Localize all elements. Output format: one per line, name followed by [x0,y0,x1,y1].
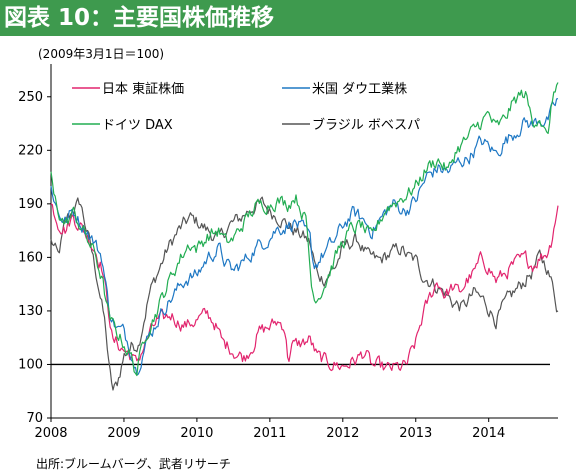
x-tick-label: 2013 [399,426,432,441]
series-line [50,82,559,377]
y-tick-label: 190 [18,197,43,212]
x-tick-label: 2012 [326,426,359,441]
legend-label: ブラジル ボベスパ [312,117,420,133]
y-tick-label: 100 [18,357,43,372]
chart-title: 図表 10：主要国株価推移 [0,0,576,36]
x-tick-label: 2008 [34,426,67,441]
series-line [50,203,559,372]
y-tick-label: 130 [18,304,43,319]
x-tick-label: 2009 [107,426,140,441]
y-tick-label: 160 [18,250,43,265]
x-tick-label: 2010 [180,426,213,441]
series-line [50,98,559,376]
legend-label: 日本 東証株価 [102,81,184,97]
x-tick-label: 2014 [472,426,505,441]
y-tick-label: 70 [26,411,43,426]
y-tick-label: 220 [18,143,43,158]
source-note: 出所:ブルームバーグ、武者リサーチ [36,457,231,471]
y-tick-label: 250 [18,90,43,105]
index-note: (2009年3月1日＝100) [38,47,165,61]
legend-label: 米国 ダウ工業株 [312,81,407,97]
legend-label: ドイツ DAX [102,118,173,133]
series-line [50,196,559,391]
x-tick-label: 2011 [253,426,286,441]
